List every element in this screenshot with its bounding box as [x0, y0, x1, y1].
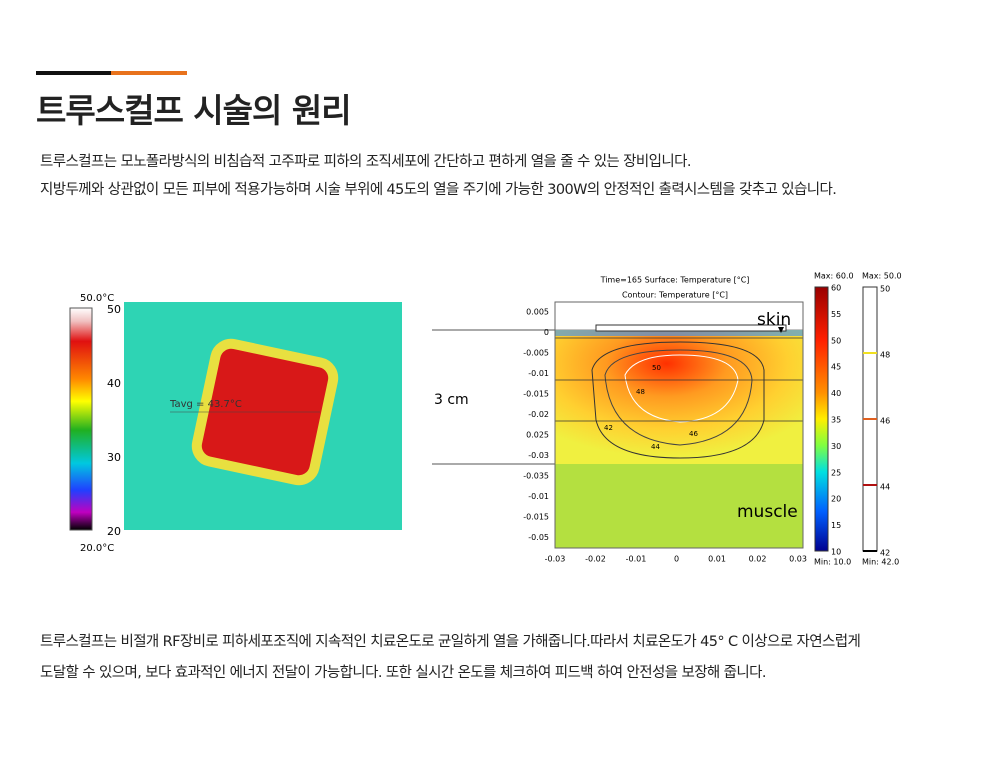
- y-tick-label: -0.035: [523, 472, 549, 481]
- sim-scale-label: 60: [831, 284, 841, 293]
- sim-scale-label: 25: [831, 468, 841, 477]
- thermal-scale-label: 50: [107, 303, 121, 316]
- thermal-max: 50.0°C: [80, 293, 114, 304]
- contour-scale-label: 48: [880, 351, 890, 360]
- sim-skin: [555, 330, 803, 336]
- contour-label: 42: [604, 424, 613, 432]
- y-tick-label: -0.02: [528, 410, 549, 419]
- contour-scale-label: 42: [880, 549, 890, 558]
- y-tick-label: -0.015: [523, 390, 549, 399]
- y-tick-label: -0.03: [528, 451, 549, 460]
- contour-scale-label: 44: [880, 483, 890, 492]
- sim-fat: [555, 330, 803, 464]
- y-tick-label: -0.01: [528, 492, 549, 501]
- y-tick-label: 0.025: [526, 431, 549, 440]
- sim-title: Time=165 Surface: Temperature [°C]: [600, 276, 750, 285]
- y-tick-label: -0.015: [523, 513, 549, 522]
- sim-scale-label: 35: [831, 416, 841, 425]
- sim-scale-label: 20: [831, 495, 841, 504]
- x-tick-label: -0.03: [545, 555, 566, 564]
- y-tick-label: -0.05: [528, 533, 549, 542]
- x-tick-label: 0: [674, 555, 679, 564]
- skin-label: skin: [757, 310, 791, 330]
- y-tick-label: 0: [544, 328, 549, 337]
- sim-scale-label: 40: [831, 389, 841, 398]
- body-line: 트루스컬프는 비절개 RF장비로 피하세포조직에 지속적인 치료온도로 균일하게…: [40, 634, 861, 650]
- sim-scale-label: 30: [831, 442, 841, 451]
- muscle-label: muscle: [737, 502, 798, 522]
- thermal-annotation: Tavg = 43.7°C: [169, 399, 242, 410]
- contour-scale-label: 50: [880, 285, 890, 294]
- thermal-min: 20.0°C: [80, 543, 114, 554]
- contour-scale-label: 46: [880, 417, 890, 426]
- intro-line: 트루스컬프는 모노폴라방식의 비침습적 고주파로 피하의 조직세포에 간단하고 …: [40, 154, 692, 170]
- bar-dark: [36, 71, 111, 75]
- min-label: Min: 10.0: [814, 558, 851, 567]
- sim-scale-label: 55: [831, 310, 841, 319]
- intro-line: 지방두께와 상관없이 모든 피부에 적용가능하며 시술 부위에 45도의 열을 …: [40, 182, 837, 198]
- x-tick-label: 0.01: [708, 555, 726, 564]
- y-tick-label: 0.005: [526, 308, 549, 317]
- thermal-colorbar: [69, 307, 93, 531]
- contour-label: 48: [636, 388, 645, 396]
- thermal-scale-label: 30: [107, 451, 121, 464]
- contour: [591, 341, 765, 459]
- contour: [604, 349, 753, 446]
- x-tick-label: 0.03: [789, 555, 807, 564]
- x-tick-label: -0.02: [585, 555, 606, 564]
- y-tick-label: -0.01: [528, 369, 549, 378]
- sim-subtitle: Contour: Temperature [°C]: [622, 291, 728, 300]
- thermal-scale-label: 40: [107, 377, 121, 390]
- title: 트루스컬프 시술의 원리: [36, 91, 352, 130]
- contour-label: 46: [689, 430, 698, 438]
- min-label: Min: 42.0: [862, 558, 899, 567]
- x-tick-label: -0.01: [626, 555, 647, 564]
- y-tick-label: -0.005: [523, 349, 549, 358]
- depth-label: 3 cm: [434, 392, 469, 408]
- bar-orange: [111, 71, 187, 75]
- sim-colorbar: [814, 286, 829, 552]
- sim-frame: [554, 301, 804, 549]
- max-label: Max: 50.0: [862, 272, 902, 281]
- electrode: [595, 324, 787, 332]
- x-tick-label: 0.02: [749, 555, 767, 564]
- sim-scale-label: 45: [831, 363, 841, 372]
- figures: 50.0°C 20.0°C Tavg = 43.7°C Time=165 Sur…: [69, 272, 902, 567]
- contour-label: 50: [652, 364, 661, 372]
- sim-muscle: [555, 464, 803, 548]
- sim-scale-label: 10: [831, 548, 841, 557]
- thermal-scale-label: 20: [107, 525, 121, 538]
- max-label: Max: 60.0: [814, 272, 854, 281]
- body-line: 도달할 수 있으며, 보다 효과적인 에너지 전달이 가능합니다. 또한 실시간…: [40, 665, 767, 681]
- arrow: [778, 327, 784, 333]
- contour-label: 44: [651, 443, 660, 451]
- sim-scale-label: 15: [831, 521, 841, 530]
- sim-scale-label: 50: [831, 336, 841, 345]
